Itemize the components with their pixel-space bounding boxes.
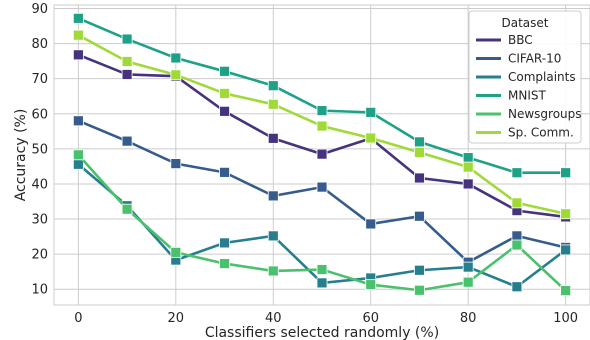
data-point	[560, 208, 572, 220]
x-tick-label: 100	[553, 311, 578, 326]
series-layer	[72, 12, 572, 297]
data-point	[414, 136, 425, 148]
legend-item-newsgroups: Newsgroups	[476, 107, 582, 121]
data-point	[170, 158, 182, 169]
data-point	[316, 264, 328, 275]
data-point	[414, 146, 425, 158]
x-axis-label: Classifiers selected randomly (%)	[205, 325, 439, 340]
data-point	[316, 120, 328, 132]
data-point	[121, 56, 133, 67]
data-point	[316, 105, 328, 117]
data-point	[511, 197, 523, 209]
data-point	[316, 148, 328, 160]
legend-item-cifar-10: CIFAR-10	[476, 52, 561, 66]
data-point	[365, 218, 377, 230]
data-point	[72, 29, 84, 41]
data-point	[121, 69, 133, 80]
x-tick-label: 60	[362, 311, 379, 326]
x-tick-labels: 0 20 40 60 80 100	[74, 311, 578, 326]
data-point	[121, 135, 133, 147]
x-tick-label: 0	[74, 311, 82, 326]
y-tick-label: 50	[31, 142, 48, 157]
legend-label: Complaints	[508, 70, 576, 84]
y-tick-label: 70	[31, 72, 48, 87]
data-point	[121, 33, 133, 45]
data-point	[72, 149, 84, 161]
y-tick-label: 10	[31, 283, 48, 298]
data-point	[414, 284, 425, 296]
data-point	[365, 279, 377, 291]
data-point	[560, 167, 572, 179]
y-tick-labels: 10 20 30 40 50 60 70 80 90	[31, 2, 48, 298]
data-point	[219, 105, 230, 117]
data-point	[462, 261, 474, 273]
data-point	[267, 98, 279, 110]
series-newsgroups	[72, 149, 572, 297]
y-tick-label: 60	[31, 107, 48, 122]
data-point	[267, 132, 279, 144]
legend-label: CIFAR-10	[508, 52, 561, 66]
data-point	[511, 281, 523, 293]
legend-item-complaints: Complaints	[476, 70, 576, 84]
data-point	[219, 65, 230, 77]
legend-label: MNIST	[508, 89, 546, 103]
y-tick-label: 40	[31, 177, 48, 192]
data-point	[72, 12, 84, 24]
legend-item-sp-comm: Sp. Comm.	[476, 126, 574, 140]
data-point	[462, 276, 474, 288]
y-tick-label: 80	[31, 37, 48, 52]
legend-label: Newsgroups	[508, 107, 582, 121]
data-point	[316, 181, 328, 193]
data-point	[219, 88, 230, 99]
data-point	[72, 115, 84, 127]
data-point	[219, 258, 230, 269]
series-mnist	[72, 12, 572, 179]
data-point	[511, 167, 523, 179]
legend-title: Dataset	[502, 16, 549, 30]
data-point	[414, 172, 425, 184]
legend: Dataset BBC CIFAR-10 Complaints MNIST Newsgr…	[468, 10, 582, 144]
data-point	[560, 244, 572, 256]
data-point	[72, 49, 84, 61]
x-tick-label: 80	[460, 311, 477, 326]
data-point	[365, 132, 377, 144]
data-point	[267, 190, 279, 202]
data-point	[511, 239, 523, 251]
data-point	[414, 210, 425, 222]
data-point	[170, 69, 182, 81]
legend-box	[468, 10, 582, 144]
data-point	[414, 264, 425, 276]
data-point	[267, 230, 279, 242]
data-point	[316, 277, 328, 289]
legend-label: BBC	[508, 33, 533, 47]
legend-label: Sp. Comm.	[508, 126, 574, 140]
data-point	[462, 161, 474, 173]
data-point	[170, 246, 182, 258]
data-point	[267, 265, 279, 277]
y-tick-label: 20	[31, 248, 48, 263]
data-point	[219, 237, 230, 249]
legend-items: BBC CIFAR-10 Complaints MNIST Newsgroups Sp. …	[476, 33, 582, 140]
data-point	[560, 285, 572, 297]
series-sp-comm	[72, 29, 572, 220]
data-point	[121, 203, 133, 215]
data-point	[267, 80, 279, 92]
legend-item-mnist: MNIST	[476, 89, 546, 103]
y-axis-label: Accuracy (%)	[13, 109, 29, 202]
data-point	[462, 178, 474, 190]
data-point	[170, 52, 182, 64]
x-tick-label: 20	[168, 311, 185, 326]
y-tick-label: 30	[31, 213, 48, 228]
data-point	[72, 158, 84, 170]
data-point	[462, 152, 474, 164]
y-tick-label: 90	[31, 2, 48, 17]
data-point	[511, 230, 523, 242]
legend-item-bbc: BBC	[476, 33, 533, 47]
x-tick-label: 40	[265, 311, 282, 326]
data-point	[219, 166, 230, 178]
data-point	[365, 106, 377, 118]
